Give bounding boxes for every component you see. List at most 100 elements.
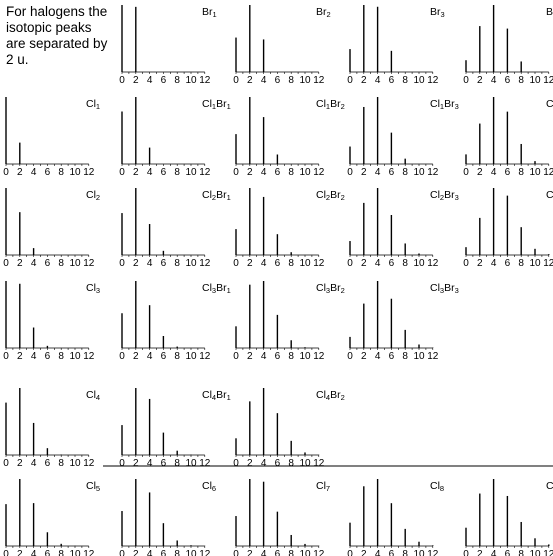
x-tick-label: 2 <box>133 351 139 362</box>
x-tick-label: 12 <box>199 549 211 556</box>
x-tick-label: 4 <box>261 258 267 269</box>
x-tick-label: 12 <box>313 458 325 469</box>
label-element: Br <box>216 189 227 201</box>
label-element: Cl <box>202 389 212 401</box>
label-subscript: 3 <box>326 286 330 295</box>
x-tick-label: 6 <box>505 75 511 86</box>
x-tick-label: 12 <box>83 458 95 469</box>
x-tick-label: 8 <box>174 167 180 178</box>
x-tick-label: 6 <box>275 351 281 362</box>
x-tick-label: 10 <box>299 549 311 556</box>
x-tick-label: 4 <box>375 167 381 178</box>
x-tick-label: 12 <box>427 167 439 178</box>
label-element: Cl <box>86 189 96 201</box>
x-tick-label: 2 <box>17 167 23 178</box>
panel-label: Cl2Br1 <box>202 189 231 202</box>
panel-label: Cl4Br1 <box>202 389 231 402</box>
label-subscript: 2 <box>440 193 444 202</box>
x-tick-label: 4 <box>375 549 381 556</box>
x-tick-label: 8 <box>402 258 408 269</box>
label-subscript: 3 <box>441 10 445 19</box>
x-tick-label: 0 <box>3 351 9 362</box>
x-tick-label: 4 <box>31 549 37 556</box>
x-tick-label: 8 <box>174 75 180 86</box>
label-element: Br <box>330 189 341 201</box>
label-element: Br <box>216 282 227 294</box>
x-tick-label: 4 <box>261 458 267 469</box>
label-element: Br <box>330 389 341 401</box>
x-tick-label: 8 <box>518 75 524 86</box>
x-tick-label: 0 <box>233 458 239 469</box>
panel-label: Cl9 <box>546 480 553 493</box>
x-tick-label: 6 <box>505 167 511 178</box>
x-tick-label: 12 <box>543 258 553 269</box>
label-element: Cl <box>546 480 553 492</box>
x-tick-label: 8 <box>518 167 524 178</box>
x-tick-label: 8 <box>174 351 180 362</box>
label-element: Cl <box>86 389 96 401</box>
panel-label: Cl4 <box>86 389 100 402</box>
x-tick-label: 6 <box>45 351 51 362</box>
x-tick-label: 4 <box>31 351 37 362</box>
x-tick-label: 0 <box>347 167 353 178</box>
x-tick-label: 8 <box>174 458 180 469</box>
x-tick-label: 2 <box>247 258 253 269</box>
x-tick-label: 6 <box>275 167 281 178</box>
x-tick-label: 8 <box>58 258 64 269</box>
label-subscript: 3 <box>440 286 444 295</box>
panel-16: 0 2 4 6 8 10 12 Cl3Br1 <box>119 281 231 362</box>
panel-label: Cl2Br2 <box>316 189 345 202</box>
label-subscript: 4 <box>326 393 330 402</box>
panel-15: 0 2 4 6 8 10 12 Cl3 <box>3 281 100 362</box>
x-tick-label: 0 <box>119 458 125 469</box>
label-subscript: 2 <box>341 193 345 202</box>
panel-label: Cl8 <box>430 480 444 493</box>
panel-label: Cl6 <box>202 480 216 493</box>
x-tick-label: 0 <box>463 549 469 556</box>
panel-label: Br2 <box>316 6 331 19</box>
panel-label: Br1 <box>202 6 217 19</box>
x-tick-label: 12 <box>199 258 211 269</box>
x-tick-label: 2 <box>361 75 367 86</box>
label-element: Br <box>330 98 341 110</box>
x-tick-label: 12 <box>313 549 325 556</box>
x-tick-label: 10 <box>69 167 81 178</box>
label-subscript: 1 <box>440 102 444 111</box>
label-element: Cl <box>430 480 440 492</box>
x-tick-label: 0 <box>233 258 239 269</box>
x-tick-label: 8 <box>58 458 64 469</box>
x-tick-label: 0 <box>3 258 9 269</box>
x-tick-label: 0 <box>233 167 239 178</box>
x-tick-label: 8 <box>288 549 294 556</box>
x-tick-label: 6 <box>45 549 51 556</box>
x-tick-label: 6 <box>389 258 395 269</box>
x-tick-label: 4 <box>261 549 267 556</box>
label-element: Cl <box>316 98 326 110</box>
x-tick-label: 6 <box>389 167 395 178</box>
label-element: Br <box>316 6 327 18</box>
x-tick-label: 0 <box>3 458 9 469</box>
x-tick-label: 2 <box>247 167 253 178</box>
label-element: Cl <box>546 98 553 110</box>
x-tick-label: 2 <box>133 75 139 86</box>
x-tick-label: 12 <box>199 75 211 86</box>
x-tick-label: 10 <box>413 549 425 556</box>
x-tick-label: 4 <box>261 167 267 178</box>
x-tick-label: 4 <box>31 258 37 269</box>
x-tick-label: 4 <box>31 458 37 469</box>
x-tick-label: 10 <box>69 258 81 269</box>
x-tick-label: 10 <box>69 549 81 556</box>
x-tick-label: 6 <box>505 258 511 269</box>
label-element: Cl <box>202 189 212 201</box>
x-tick-label: 4 <box>491 549 497 556</box>
x-tick-label: 8 <box>58 167 64 178</box>
x-tick-label: 0 <box>463 258 469 269</box>
x-tick-label: 10 <box>299 351 311 362</box>
panel-label: Cl1Br2 <box>316 98 345 111</box>
note-line-3: are separated by <box>6 36 108 51</box>
x-tick-label: 4 <box>261 351 267 362</box>
label-element: Br <box>216 389 227 401</box>
